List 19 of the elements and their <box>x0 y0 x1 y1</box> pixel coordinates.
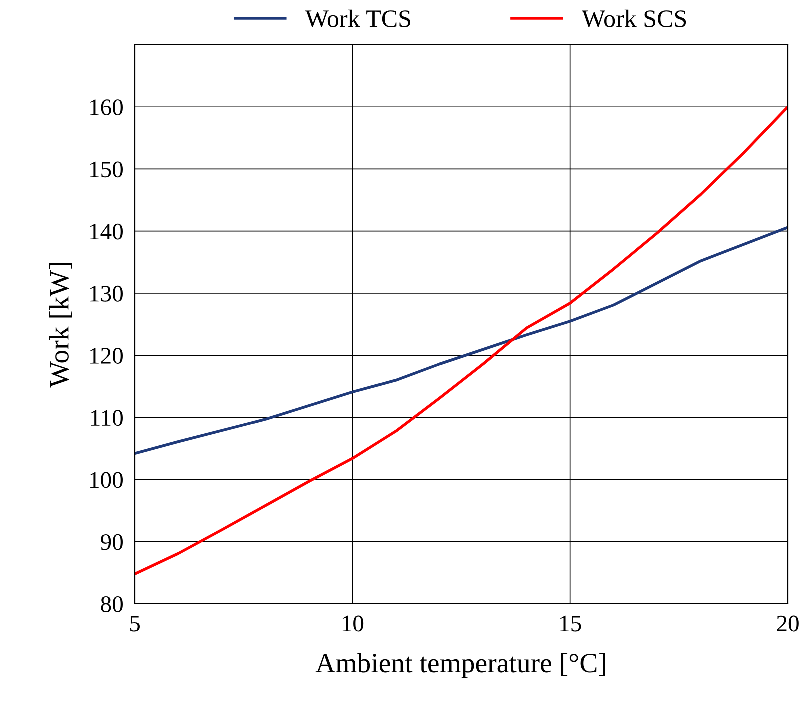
y-tick-label: 120 <box>90 348 123 364</box>
x-tick-label: 20 <box>777 616 799 632</box>
y-tick-label: 110 <box>91 410 123 426</box>
legend-label: Work SCS <box>582 10 686 28</box>
y-axis-title: Work [kW] <box>49 263 72 388</box>
y-tick-label: 150 <box>90 162 123 178</box>
line-series <box>135 226 788 456</box>
legend-label: Work TCS <box>305 10 410 28</box>
y-tick-label: 80 <box>101 596 123 612</box>
x-tick-label: 15 <box>560 616 582 632</box>
y-tick-label: 140 <box>90 224 123 240</box>
x-axis-title: Ambient temperature [°C] <box>316 653 606 678</box>
y-tick-label: 90 <box>101 534 123 550</box>
y-tick-label: 160 <box>90 100 123 116</box>
y-tick-label: 100 <box>90 472 123 488</box>
y-tick-label: 130 <box>90 286 123 302</box>
line-series <box>135 106 788 576</box>
x-tick-label: 5 <box>130 616 140 632</box>
x-tick-label: 10 <box>342 616 364 632</box>
